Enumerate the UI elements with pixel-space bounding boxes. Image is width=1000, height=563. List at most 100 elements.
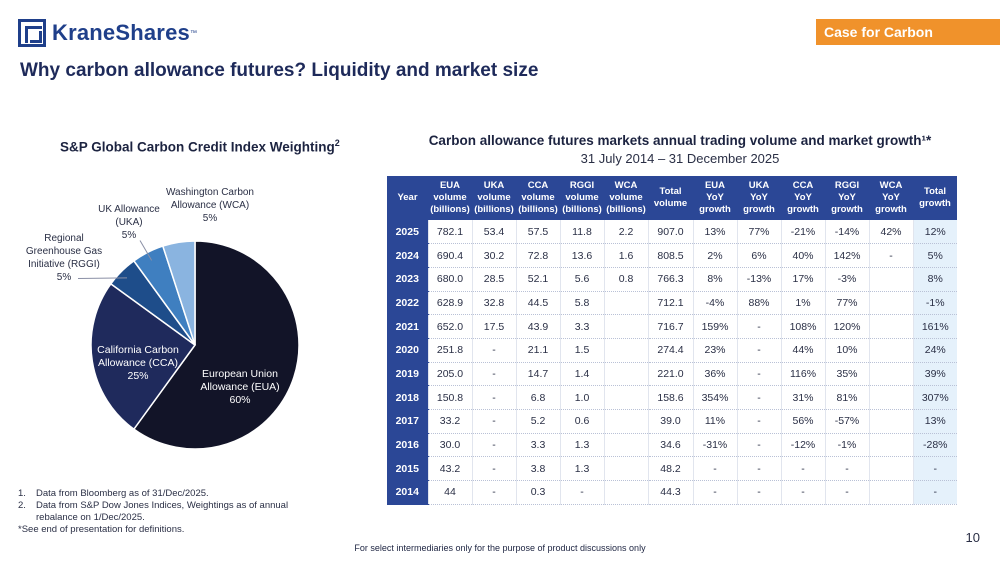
table-row: 2016 30.0-3.3 1.3 34.6 -31% - -12% -1% -28% [387, 433, 957, 458]
table-cell: 10% [824, 338, 869, 363]
trading-volume-table: Year EUA volume (billions) UKA volume (billion… [387, 176, 957, 505]
year-cell: 2021 [387, 314, 428, 339]
table-cell [603, 433, 648, 458]
table-row: 2021 652.0 17.5 43.9 3.3 716.7 159% -108% 120% 16… [387, 314, 957, 339]
column-header-line: growth [699, 204, 731, 215]
table-cell: -14% [824, 220, 869, 245]
pie-label-percent: 5% [202, 213, 218, 224]
column-header-line: YoY [794, 192, 812, 203]
year-cell: 2022 [387, 291, 428, 316]
table-cell: - [780, 480, 825, 505]
table-cell: -31% [692, 433, 737, 458]
table-cell: - [912, 480, 957, 505]
table-cell: 108% [780, 314, 825, 339]
table-cell: 116% [780, 362, 825, 387]
table-cell: 3.8 [515, 456, 560, 482]
table-cell: 8% [692, 267, 737, 292]
table-cell: 43.2 [427, 456, 472, 482]
table-cell: 2.2 [603, 220, 648, 245]
column-header: WCA volume (billions) [604, 176, 648, 220]
year-cell: 2020 [387, 338, 428, 363]
table-cell: - [559, 480, 604, 505]
column-header-line: Year [397, 192, 418, 203]
table-cell: - [692, 456, 737, 482]
table-subtitle: 31 July 2014 – 31 December 2025 [580, 151, 780, 166]
table-cell: -13% [736, 267, 781, 292]
table-cell: 766.3 [647, 267, 693, 292]
year-cell: 2023 [387, 267, 428, 292]
column-header-line: growth [875, 204, 907, 215]
table-cell: 712.1 [647, 291, 693, 316]
column-header-line: (billions) [518, 204, 558, 215]
table-cell: 0.6 [559, 409, 604, 434]
column-header: CCA volume (billions) [516, 176, 560, 220]
table-cell: -57% [824, 409, 869, 434]
table-cell: 24% [912, 338, 957, 363]
table-cell: - [471, 433, 516, 458]
table-cell: 782.1 [427, 220, 472, 245]
table-cell: 907.0 [647, 220, 693, 245]
pie-chart-title-text: S&P Global Carbon Credit Index Weighting [60, 139, 335, 155]
table-cell: 21.1 [515, 338, 560, 363]
column-header-line: (billions) [430, 204, 470, 215]
year-cell: 2018 [387, 385, 428, 410]
table-cell [868, 409, 913, 434]
pie-chart-title-footnote: 2 [334, 138, 340, 148]
table-row: 2022 628.9 32.8 44.5 5.8 712.1 -4% 88% 1% 77% -1% [387, 291, 957, 316]
column-header-line: EUA [439, 180, 461, 191]
column-header-line: CCA [792, 180, 814, 191]
table-cell: 28.5 [471, 267, 516, 292]
pie-label-line: Allowance (EUA) [200, 381, 280, 393]
table-cell: 1.3 [559, 456, 604, 482]
table-cell: 13% [912, 409, 957, 434]
table-cell: 5.2 [515, 409, 560, 434]
table-cell: 0.8 [603, 267, 648, 292]
table-cell: 142% [824, 243, 869, 268]
table-cell: 680.0 [427, 267, 472, 292]
pie-label-line: California Carbon [97, 344, 179, 356]
column-header-line: RGGI [569, 180, 595, 191]
table-cell: 52.1 [515, 267, 560, 292]
table-cell: 716.7 [647, 314, 693, 339]
pie-slice-4 [161, 240, 196, 346]
table-cell: 3.3 [559, 314, 604, 339]
column-header-line: volume [433, 192, 467, 203]
table-cell: 33.2 [427, 409, 472, 434]
table-cell: 13% [692, 220, 737, 245]
table-cell: 44 [427, 480, 472, 505]
year-cell: 2024 [387, 243, 428, 268]
table-cell: -1% [912, 291, 957, 316]
disclaimer: For select intermediaries only for the p… [354, 543, 646, 553]
table-cell [868, 362, 913, 387]
table-cell: 354% [692, 385, 737, 410]
pie-label-line: European Union [202, 368, 278, 380]
column-header: Year [387, 176, 428, 220]
logo-trademark: ™ [189, 29, 197, 37]
table-cell: - [868, 243, 913, 268]
pie-label-line: Regional [44, 233, 84, 244]
column-header: CCA YoY growth [781, 176, 825, 220]
section-badge: Case for Carbon [816, 19, 1000, 45]
table-cell: -4% [692, 291, 737, 316]
table-cell: 652.0 [427, 314, 472, 339]
table-cell [868, 480, 913, 505]
table-cell: - [824, 480, 869, 505]
table-cell: 88% [736, 291, 781, 316]
table-cell: - [471, 480, 516, 505]
table-cell: 0.3 [515, 480, 560, 505]
table-cell [868, 291, 913, 316]
pie-slice-0 [132, 240, 300, 450]
table-cell: 42% [868, 220, 913, 245]
table-cell: 1.3 [559, 433, 604, 458]
table-cell [603, 480, 648, 505]
pie-label-line: Allowance (CCA) [98, 357, 178, 369]
table-cell: - [471, 338, 516, 363]
column-header-line: (billions) [562, 204, 602, 215]
table-row: 2020 251.8-21.1 1.5 274.4 23% -44% 10% 24% [387, 338, 957, 363]
kraneshares-logo-mark-icon [18, 19, 46, 47]
table-row: 2015 43.2-3.8 1.3 48.2- - - - - [387, 456, 957, 482]
table-cell: 57.5 [515, 220, 560, 245]
column-header-line: volume [521, 192, 555, 203]
table-cell: 56% [780, 409, 825, 434]
table-cell: 48.2 [647, 456, 693, 482]
